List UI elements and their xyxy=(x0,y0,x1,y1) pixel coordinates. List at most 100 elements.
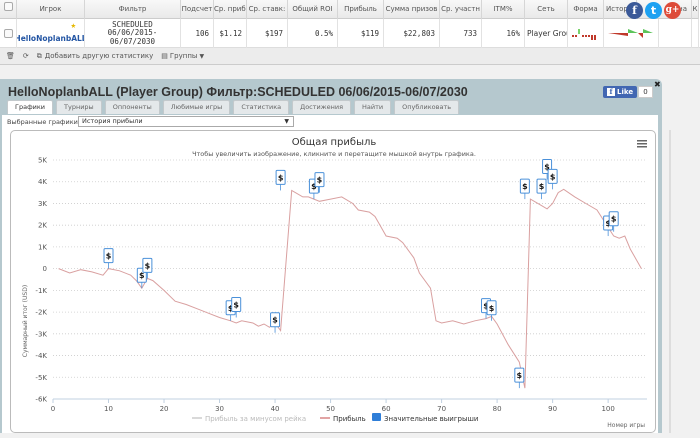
x-tick-label: 40 xyxy=(271,405,280,413)
big-win-flag[interactable]: $ xyxy=(270,312,281,333)
header-roi[interactable]: Общий ROI xyxy=(288,0,338,19)
header-k[interactable]: К xyxy=(692,0,699,19)
history-sparkline xyxy=(604,19,659,48)
trash-icon[interactable]: 🗑 xyxy=(6,52,15,60)
x-axis-label: Номер игры xyxy=(607,422,645,429)
menu-icon[interactable] xyxy=(637,140,647,148)
flag-box xyxy=(514,367,525,383)
legend-bigwins-swatch xyxy=(372,413,381,421)
big-win-flag[interactable]: $ xyxy=(514,367,525,389)
tab-favorite-games[interactable]: Любимые игры xyxy=(162,100,231,114)
star-icon: ★ xyxy=(70,21,76,31)
header-count[interactable]: Подсчет xyxy=(181,0,214,19)
x-tick-label: 20 xyxy=(160,405,169,413)
tab-find[interactable]: Найти xyxy=(354,100,392,114)
chart-title: Общая прибыль xyxy=(292,137,377,148)
table-row[interactable]: ★ HelloNoplanbALL SCHEDULED 06/06/2015- … xyxy=(0,19,699,48)
refresh-icon[interactable]: ⟳ xyxy=(22,52,29,60)
tab-publish[interactable]: Опубликовать xyxy=(394,100,460,114)
x-tick-label: 50 xyxy=(326,405,335,413)
y-tick-label: 1K xyxy=(38,243,47,251)
header-itm[interactable]: ITM% xyxy=(482,0,525,19)
tab-statistics[interactable]: Статистика xyxy=(233,100,290,114)
flag-box xyxy=(142,257,153,273)
flag-box xyxy=(103,248,114,264)
flag-box xyxy=(608,211,619,227)
y-axis-label: Суммарный итог (USD) xyxy=(22,285,29,357)
select-all-checkbox[interactable] xyxy=(3,2,13,11)
legend-rake-label[interactable]: Прибыль за минусом рейка xyxy=(205,415,306,423)
scrollbar[interactable] xyxy=(669,130,671,433)
chart-container[interactable]: Общая прибыль Чтобы увеличить изображени… xyxy=(10,130,656,433)
big-win-flag[interactable]: $ xyxy=(519,178,530,200)
history-chart xyxy=(608,28,653,38)
legend-bigwins-label[interactable]: Значительные выигрыши xyxy=(384,415,478,423)
y-tick-label: -5K xyxy=(35,374,47,382)
flag-box xyxy=(486,300,497,316)
header-avg-profit[interactable]: Ср. прибь xyxy=(214,0,247,19)
player-name-link[interactable]: HelloNoplanbALL xyxy=(17,34,85,43)
header-avg-stake[interactable]: Ср. ставк: xyxy=(247,0,288,19)
dollar-icon: $ xyxy=(139,271,145,280)
dollar-icon: $ xyxy=(489,304,495,313)
empty-cell xyxy=(659,19,692,48)
big-win-flag[interactable]: $ xyxy=(486,300,497,321)
big-win-flag[interactable]: $ xyxy=(536,178,547,200)
flag-box xyxy=(275,169,286,185)
header-extra[interactable]: на xyxy=(637,0,692,19)
avg-entrants-cell: 733 xyxy=(440,19,482,48)
dollar-icon: $ xyxy=(311,182,317,191)
big-win-flag[interactable]: $ xyxy=(142,257,153,279)
flag-box xyxy=(314,172,325,188)
chevron-down-icon: ▼ xyxy=(284,118,289,125)
big-win-flag[interactable]: $ xyxy=(231,297,242,318)
add-stats-button[interactable]: ⧉ Добавить другую статистику xyxy=(37,52,154,61)
header-avg-entrants[interactable]: Ср. участн xyxy=(440,0,482,19)
form-bars xyxy=(571,28,596,40)
tab-achievements[interactable]: Достижения xyxy=(292,100,352,114)
flag-box xyxy=(231,297,242,313)
chevron-down-icon: ▼ xyxy=(199,52,205,60)
profit-chart[interactable]: Общая прибыль Чтобы увеличить изображени… xyxy=(11,131,657,434)
header-player[interactable]: Игрок xyxy=(17,0,85,19)
empty-cell-k xyxy=(692,19,699,48)
filter-line-3: 06/07/2030 xyxy=(109,36,156,46)
twitter-share-icon[interactable]: t xyxy=(645,2,662,19)
big-win-flag[interactable]: $ xyxy=(275,169,286,191)
flag-box xyxy=(547,168,558,184)
dollar-icon: $ xyxy=(517,371,523,380)
header-prize-sum[interactable]: Сумма призов xyxy=(384,0,440,19)
tab-tournaments[interactable]: Турниры xyxy=(56,100,102,114)
y-tick-label: 2K xyxy=(38,222,47,230)
count-cell: 106 xyxy=(181,19,214,48)
flag-box xyxy=(519,178,530,194)
header-network[interactable]: Сеть xyxy=(525,0,568,19)
tab-opponents[interactable]: Оппоненты xyxy=(104,100,160,114)
header-select-all[interactable] xyxy=(0,0,17,19)
filter-cell: SCHEDULED 06/06/2015- 06/07/2030 xyxy=(85,19,181,48)
header-filter[interactable]: Фильтр xyxy=(85,0,181,19)
chart-selector-dropdown[interactable]: История прибыли ▼ xyxy=(78,116,294,127)
groups-button[interactable]: ▤ Группы ▼ xyxy=(161,52,204,60)
big-win-flag[interactable]: $ xyxy=(314,172,325,193)
x-tick-label: 60 xyxy=(382,405,391,413)
big-win-flag[interactable]: $ xyxy=(103,248,114,269)
facebook-like-button[interactable]: f Like xyxy=(603,86,638,98)
row-checkbox[interactable] xyxy=(3,29,13,38)
network-cell: Player Group xyxy=(525,19,568,48)
prize-sum-cell: $22,803 xyxy=(384,19,440,48)
legend-profit-label[interactable]: Прибыль xyxy=(333,415,366,423)
x-tick-label: 0 xyxy=(51,405,55,413)
tab-charts[interactable]: Графики xyxy=(7,100,54,114)
header-form[interactable]: Форма xyxy=(568,0,604,19)
row-select[interactable] xyxy=(0,19,17,48)
big-win-flag[interactable]: $ xyxy=(547,168,558,190)
google-plus-share-icon[interactable]: g+ xyxy=(664,2,681,19)
chart-selector-value: История прибыли xyxy=(82,117,143,125)
legend: Прибыль за минусом рейка Прибыль Значите… xyxy=(192,413,478,423)
close-icon[interactable]: ✖ xyxy=(654,80,661,89)
big-win-flag[interactable]: $ xyxy=(608,211,619,232)
facebook-share-icon[interactable]: f xyxy=(626,2,643,19)
add-stats-icon: ⧉ xyxy=(36,51,42,60)
header-profit[interactable]: Прибыль xyxy=(338,0,384,19)
